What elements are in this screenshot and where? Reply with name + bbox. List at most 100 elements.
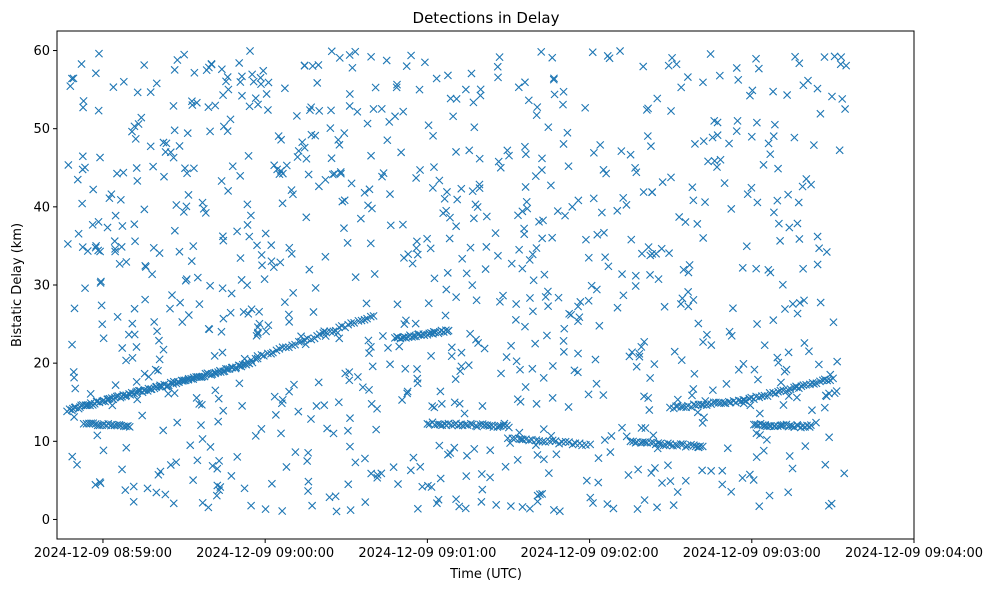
data-point (278, 395, 287, 404)
data-point (738, 474, 747, 482)
data-point (506, 439, 515, 448)
x-tick-label: 2024-12-09 09:01:00 (358, 546, 496, 561)
data-point (501, 462, 510, 471)
data-point (81, 284, 90, 293)
data-point (760, 341, 769, 350)
data-point (366, 342, 375, 351)
data-point (829, 374, 838, 383)
data-point (103, 223, 112, 232)
data-point (676, 299, 685, 308)
data-point (109, 83, 118, 92)
data-point (515, 245, 524, 254)
data-point (520, 142, 529, 151)
data-point (472, 296, 481, 305)
data-point (776, 378, 785, 387)
data-point (475, 184, 484, 193)
data-point (520, 224, 529, 233)
data-point (821, 460, 830, 469)
data-point (347, 319, 356, 328)
data-point (715, 71, 724, 80)
data-point (838, 94, 847, 103)
data-point (308, 62, 317, 70)
data-point (460, 409, 469, 418)
data-point (382, 56, 391, 65)
data-point (297, 332, 306, 341)
data-point (725, 139, 734, 148)
data-point (161, 490, 170, 499)
data-point (143, 484, 152, 493)
data-point (285, 243, 294, 252)
y-tick-label: 40 (33, 200, 50, 215)
data-point (456, 367, 465, 376)
data-point (547, 431, 556, 440)
data-point (73, 460, 82, 469)
data-point (183, 169, 192, 178)
data-point (627, 235, 636, 244)
data-point (384, 343, 392, 352)
data-point (270, 392, 279, 401)
data-point (267, 479, 276, 488)
data-point (568, 440, 577, 449)
data-point (367, 469, 376, 478)
data-point (172, 201, 181, 210)
data-point (784, 392, 793, 401)
data-point (91, 480, 100, 489)
data-point (468, 281, 477, 290)
data-point (166, 304, 174, 313)
data-point (134, 120, 143, 128)
data-point (434, 495, 443, 504)
data-point (413, 379, 422, 388)
data-point (539, 455, 548, 464)
data-point (616, 47, 625, 56)
data-point (79, 103, 88, 112)
data-point (586, 440, 595, 449)
data-point (701, 198, 710, 207)
data-point (785, 421, 794, 430)
data-point (207, 60, 216, 69)
data-point (347, 179, 356, 188)
data-point (393, 300, 402, 309)
data-point (240, 354, 249, 363)
data-point (345, 90, 354, 98)
data-point (397, 148, 406, 157)
data-point (219, 406, 228, 415)
data-point (769, 132, 778, 141)
data-point (759, 446, 768, 455)
data-point (813, 84, 822, 93)
data-point (632, 362, 641, 371)
data-point (707, 341, 716, 350)
data-point (466, 243, 475, 252)
data-point (409, 453, 418, 462)
data-point (247, 501, 256, 510)
data-point (119, 168, 128, 177)
data-point (204, 103, 213, 112)
data-point (840, 469, 849, 478)
data-point (404, 250, 413, 259)
data-point (718, 480, 727, 489)
data-point (442, 285, 451, 294)
data-point (292, 111, 301, 120)
data-point (443, 450, 452, 459)
data-point (486, 446, 495, 455)
data-point (312, 402, 321, 411)
data-point (300, 61, 309, 70)
data-point (814, 360, 823, 369)
data-point (539, 216, 548, 225)
data-point (129, 497, 138, 506)
data-point (353, 107, 362, 116)
data-point (305, 265, 314, 274)
data-point (301, 340, 310, 349)
data-point (681, 476, 690, 485)
data-point (222, 77, 230, 86)
data-point (521, 182, 530, 191)
data-point (793, 309, 802, 318)
data-point (607, 431, 616, 440)
data-point (815, 377, 824, 386)
data-point (334, 135, 343, 144)
data-point (532, 399, 541, 408)
data-point (452, 222, 461, 231)
data-point (206, 281, 215, 290)
data-point (394, 480, 403, 489)
data-point (631, 271, 640, 280)
data-point (423, 234, 432, 243)
